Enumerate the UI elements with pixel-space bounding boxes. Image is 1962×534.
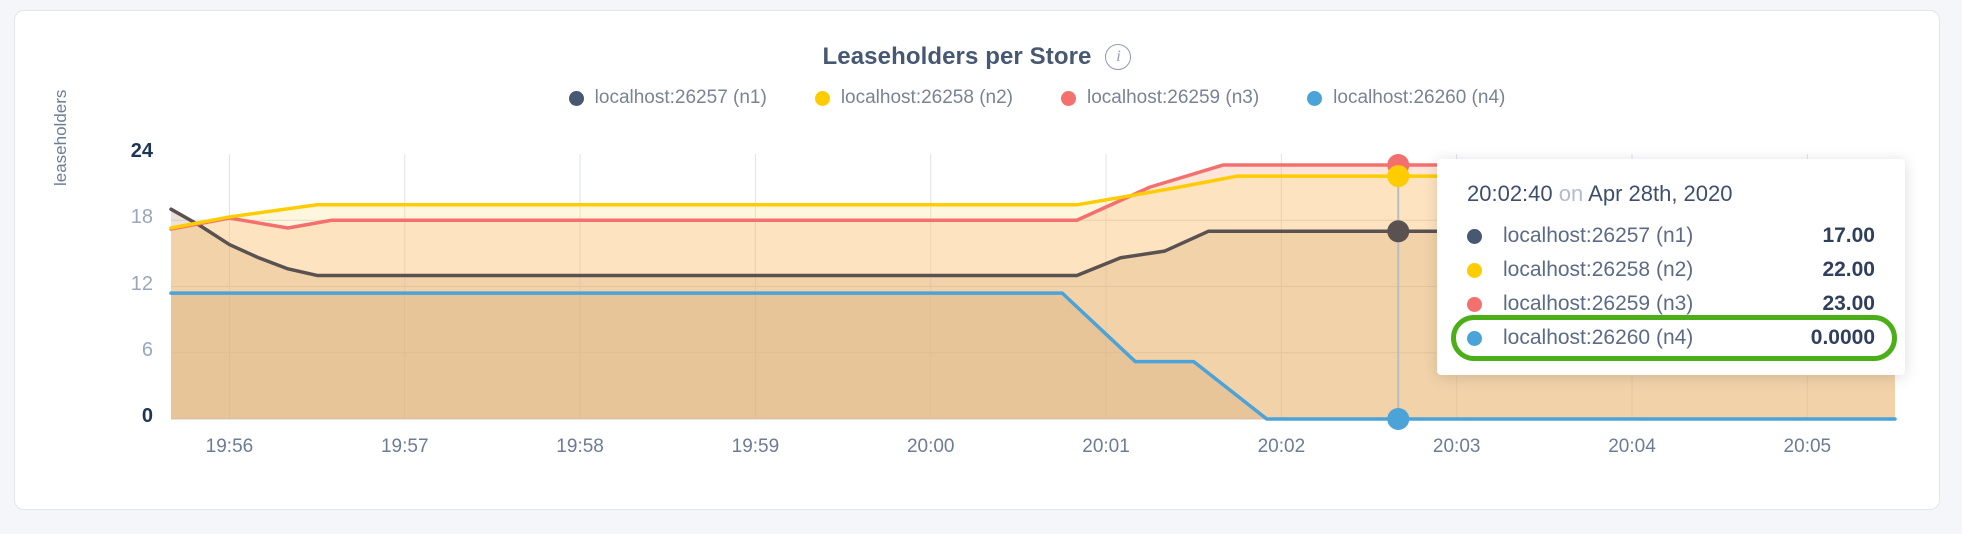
tooltip-on-word: on	[1558, 181, 1584, 206]
y-axis-tick-label: 0	[141, 405, 153, 427]
tooltip-series-label: localhost:26258 (n2)	[1503, 258, 1694, 281]
legend-item[interactable]: localhost:26257 (n1)	[568, 87, 767, 109]
x-axis-tick-label: 19:58	[556, 436, 604, 457]
hover-marker	[1387, 408, 1410, 430]
series-area-fill	[171, 293, 1895, 419]
legend-color-dot	[568, 90, 584, 106]
legend-color-dot	[1307, 90, 1323, 106]
tooltip-color-dot	[1467, 296, 1482, 312]
chart-legend: localhost:26257 (n1) localhost:26258 (n2)…	[15, 87, 1939, 109]
tooltip-series-label: localhost:26257 (n1)	[1503, 224, 1694, 247]
legend-item[interactable]: localhost:26260 (n4)	[1307, 87, 1505, 109]
hover-marker	[1387, 165, 1410, 188]
x-axis-tick-label: 20:03	[1432, 436, 1481, 457]
hover-marker	[1387, 220, 1410, 243]
series-line	[169, 207, 1897, 278]
x-axis-tick-label: 20:05	[1783, 436, 1832, 457]
tooltip-series-value: 22.00	[1822, 258, 1875, 281]
tooltip-color-dot	[1467, 262, 1482, 278]
y-axis-ticks: 0 6 12 18 24	[85, 11, 153, 509]
x-axis-tick-label: 20:01	[1082, 436, 1130, 457]
x-axis-tick-label: 19:57	[380, 436, 429, 457]
series-line	[169, 174, 1897, 230]
x-axis-tick-label: 19:59	[731, 436, 780, 457]
page-title: Leaseholders per Store	[822, 43, 1092, 70]
y-axis-tick-label: 6	[141, 338, 153, 361]
tooltip-series-label: localhost:26259 (n3)	[1503, 292, 1694, 315]
legend-label: localhost:26259 (n3)	[1087, 87, 1260, 108]
tooltip-series-label: localhost:26260 (n4)	[1503, 326, 1694, 349]
tooltip-row: localhost:26258 (n2) 22.00	[1437, 253, 1905, 287]
tooltip-date: Apr 28th, 2020	[1588, 181, 1733, 206]
tooltip-series-value: 0.0000	[1810, 326, 1875, 349]
legend-color-dot	[1061, 90, 1076, 106]
chart-card: Leaseholders per Store i localhost:26257…	[14, 10, 1940, 510]
tooltip-color-dot	[1467, 330, 1482, 346]
y-axis-tick-label: 18	[130, 206, 153, 229]
series-line	[169, 163, 1897, 231]
tooltip-time: 20:02:40	[1467, 181, 1553, 206]
tooltip-series-value: 17.00	[1822, 224, 1875, 247]
legend-label: localhost:26257 (n1)	[594, 87, 767, 108]
chart-header: Leaseholders per Store i	[15, 43, 1939, 71]
legend-item[interactable]: localhost:26259 (n3)	[1061, 87, 1259, 109]
info-icon[interactable]: i	[1105, 44, 1132, 70]
tooltip-timestamp: 20:02:40 on Apr 28th, 2020	[1437, 181, 1905, 211]
x-axis-tick-label: 19:56	[205, 436, 254, 457]
legend-label: localhost:26260 (n4)	[1333, 87, 1506, 108]
legend-color-dot	[814, 90, 830, 106]
y-axis-tick-label: 24	[130, 140, 153, 162]
x-axis-tick-label: 20:04	[1608, 436, 1656, 457]
tooltip-series-value: 23.00	[1822, 292, 1875, 315]
tooltip-row: localhost:26260 (n4) 0.0000	[1437, 315, 1905, 361]
tooltip-color-dot	[1467, 228, 1482, 244]
series-line	[169, 291, 1897, 421]
hover-tooltip: 20:02:40 on Apr 28th, 2020 localhost:262…	[1437, 159, 1905, 375]
tooltip-row: localhost:26257 (n1) 17.00	[1437, 219, 1905, 253]
legend-label: localhost:26258 (n2)	[840, 87, 1013, 108]
y-axis-tick-label: 12	[130, 272, 153, 295]
x-axis-tick-label: 20:02	[1257, 436, 1306, 457]
tooltip-rows: localhost:26257 (n1) 17.00 localhost:26258…	[1437, 219, 1905, 361]
tooltip-row: localhost:26259 (n3) 23.00	[1437, 287, 1905, 321]
x-axis-tick-label: 20:00	[906, 436, 955, 457]
legend-item[interactable]: localhost:26258 (n2)	[814, 87, 1013, 109]
